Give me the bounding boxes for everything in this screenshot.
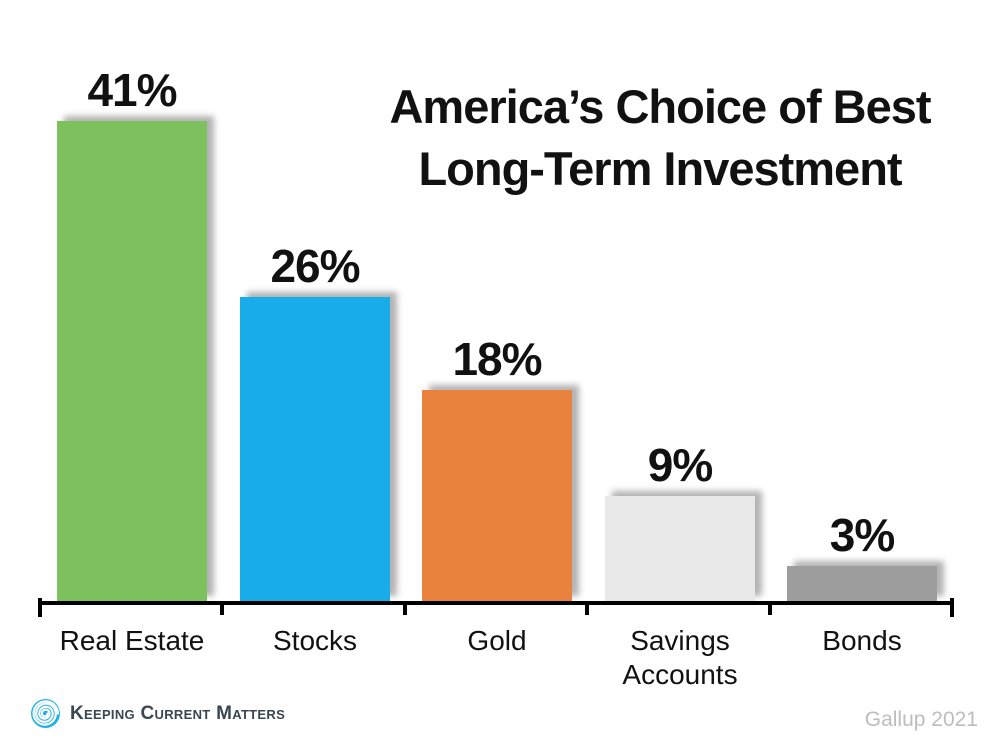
bar-stocks xyxy=(240,297,390,601)
bar-value-label: 26% xyxy=(270,240,360,292)
x-axis-tick xyxy=(950,598,954,617)
bar-gold xyxy=(422,390,572,601)
x-axis-tick xyxy=(403,601,407,615)
kcm-swirl-icon xyxy=(30,698,61,729)
bar-savings-accounts xyxy=(605,496,755,601)
bar-bonds xyxy=(787,566,937,601)
bar-value-label: 9% xyxy=(647,439,713,491)
x-axis-tick xyxy=(768,601,772,615)
x-axis-line xyxy=(38,601,952,605)
x-axis-tick xyxy=(585,601,589,615)
chart-title-line1: America’s Choice of Best xyxy=(389,80,931,133)
x-axis-tick xyxy=(38,598,42,617)
x-axis-tick xyxy=(220,601,224,615)
source-credit: Gallup 2021 xyxy=(864,708,978,731)
chart-title: America’s Choice of Best Long-Term Inves… xyxy=(355,76,965,200)
category-label: Real Estate xyxy=(59,625,205,656)
kcm-logo-text: Keeping Current Matters xyxy=(70,702,286,724)
category-label: Gold xyxy=(467,625,527,656)
bar-real-estate xyxy=(57,121,207,601)
chart-title-line2: Long-Term Investment xyxy=(418,142,902,196)
kcm-logo: Keeping Current Matters xyxy=(30,698,285,729)
category-label: Savings Accounts xyxy=(622,625,738,690)
category-label: Bonds xyxy=(822,625,902,656)
bar-value-label: 3% xyxy=(829,509,895,561)
bar-value-label: 41% xyxy=(87,64,177,116)
bar-value-label: 18% xyxy=(452,333,542,385)
category-label: Stocks xyxy=(272,625,358,656)
